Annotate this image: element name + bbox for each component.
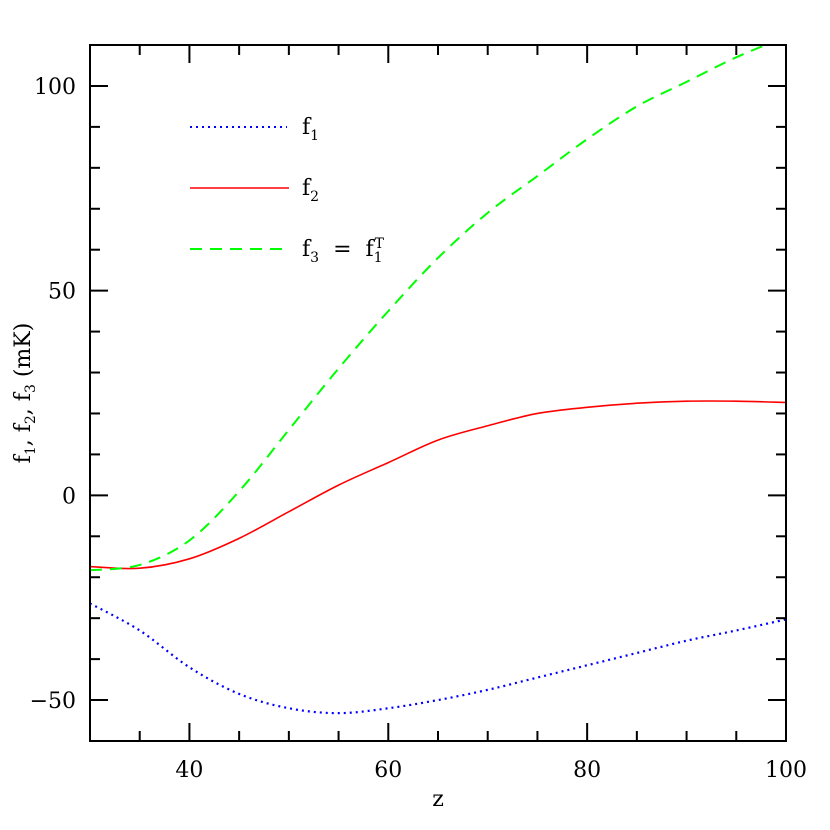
series-f2-line xyxy=(90,400,786,570)
y-tick-label: −50 xyxy=(30,689,76,714)
legend-item-f1: f1 xyxy=(190,115,319,144)
legend-item-f3: f3 = f1T xyxy=(190,236,385,266)
x-tick-labels: 40 60 80 100 xyxy=(175,758,807,783)
series-f3-line xyxy=(90,45,769,572)
y-tick-label: 50 xyxy=(48,280,76,305)
legend-item-f2: f2 xyxy=(190,176,319,205)
series-layer xyxy=(90,45,786,715)
x-tick-label: 100 xyxy=(765,758,807,783)
x-axis-title: z xyxy=(432,787,444,812)
legend-label-f3: f3 = f1T xyxy=(302,236,385,266)
x-tick-label: 60 xyxy=(374,758,402,783)
x-tick-label: 40 xyxy=(175,758,203,783)
series-f1-line xyxy=(90,602,786,715)
y-axis-title: f1, f2, f3 (mK) xyxy=(11,323,39,464)
legend-label-f1: f1 xyxy=(302,115,319,144)
y-tick-label: 100 xyxy=(34,75,76,100)
plot-frame xyxy=(89,44,787,742)
legend-label-f2: f2 xyxy=(302,176,319,205)
svg-text:f1, f2, f3 (mK): f1, f2, f3 (mK) xyxy=(11,323,39,464)
x-tick-label: 80 xyxy=(573,758,601,783)
axis-ticks xyxy=(89,44,787,742)
legend: f1 f2 f3 = f1T xyxy=(190,115,385,266)
y-tick-label: 0 xyxy=(62,484,76,509)
y-tick-labels: −50 0 50 100 xyxy=(30,75,76,714)
